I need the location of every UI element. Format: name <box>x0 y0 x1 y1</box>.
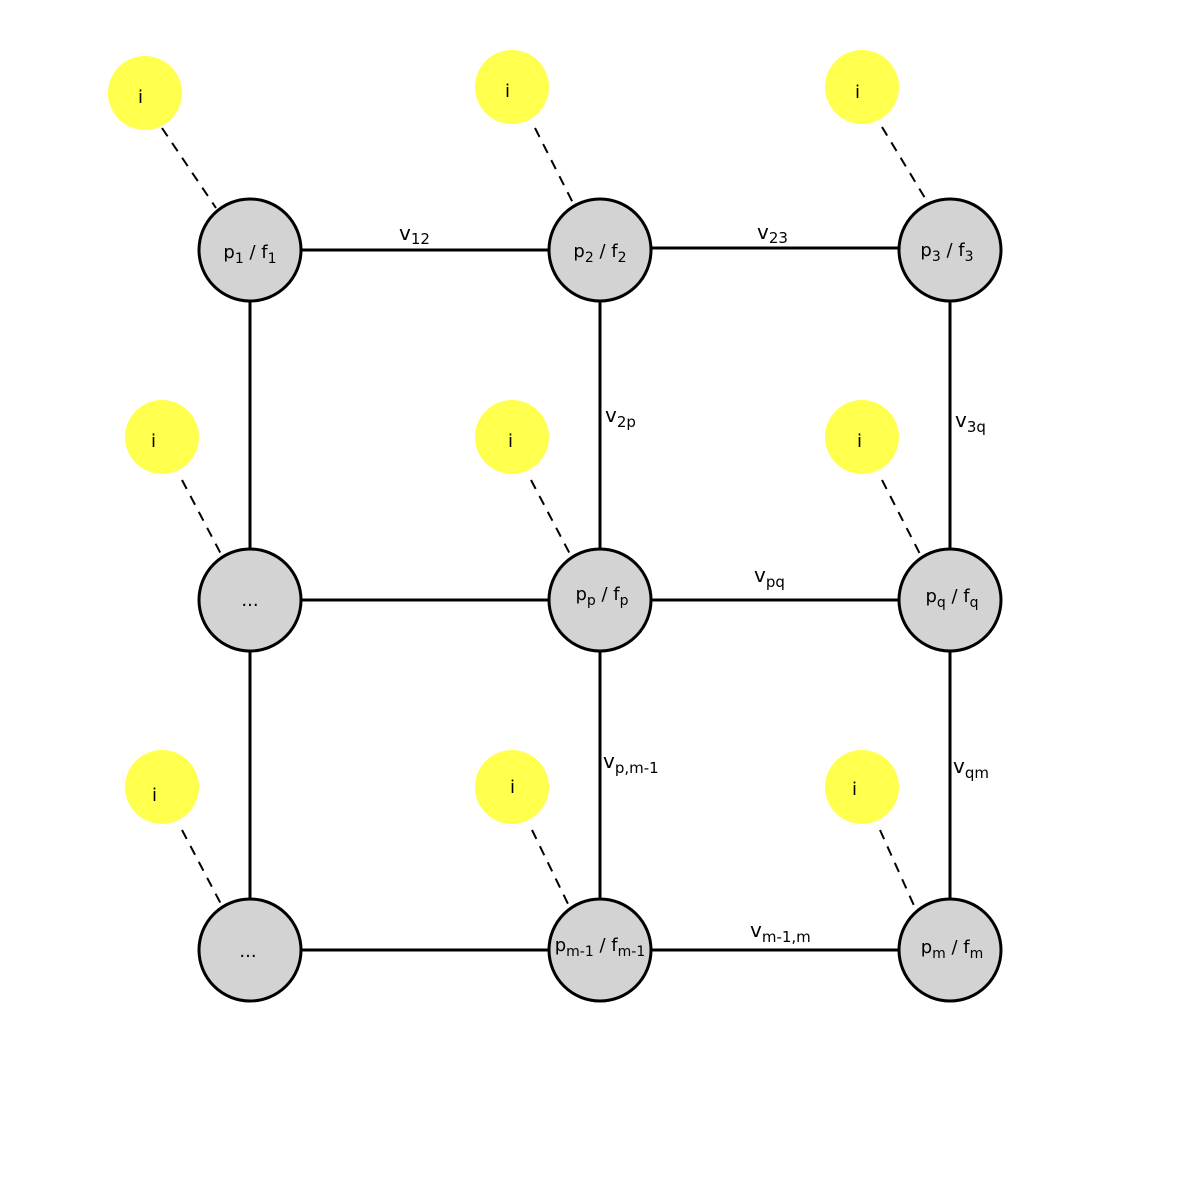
info-link <box>531 829 570 907</box>
info-link <box>530 479 572 557</box>
info-label: i <box>505 81 510 102</box>
info-link <box>181 479 223 557</box>
info-links <box>161 126 929 911</box>
edge-label-v3q: v3q <box>955 408 986 436</box>
node-label-p1: p1 / f1 <box>223 242 276 267</box>
info-label: i <box>138 87 143 108</box>
edge-label-vpq: vpq <box>754 563 785 591</box>
node-circle <box>197 197 303 303</box>
info-node: i <box>125 400 199 474</box>
node-labels: p1 / f1 p2 / f2 p3 / f3 ... pp / fp pq /… <box>223 240 983 962</box>
info-label: i <box>857 431 862 452</box>
info-node: i <box>125 750 199 824</box>
edge-labels: v12 v23 v2p v3q vpq vp,m-1 vqm vm-1,m <box>399 220 989 946</box>
info-label: i <box>508 431 513 452</box>
info-node: i <box>825 400 899 474</box>
info-link <box>881 479 922 557</box>
info-link <box>181 829 223 907</box>
info-node: i <box>825 750 899 824</box>
node-label-pm1: pm-1 / fm-1 <box>555 935 646 960</box>
info-link <box>161 127 217 209</box>
main-nodes <box>197 197 1003 1003</box>
node-label-pq: pq / fq <box>925 586 978 611</box>
info-node: i <box>825 50 899 124</box>
info-node: i <box>108 56 182 130</box>
node-circle <box>547 547 653 653</box>
node-circle <box>197 547 303 653</box>
node-label-ellipsis: ... <box>239 941 256 962</box>
node-circle <box>547 897 653 1003</box>
edge-label-v23: v23 <box>757 220 788 247</box>
info-label: i <box>151 431 156 452</box>
info-label: i <box>855 82 860 103</box>
node-label-pp: pp / fp <box>575 584 628 609</box>
info-node: i <box>475 750 549 824</box>
node-circle <box>897 897 1003 1003</box>
info-circles: i i i i i i i i i <box>108 50 899 824</box>
node-circle <box>897 547 1003 653</box>
info-link <box>534 127 574 204</box>
node-label-ellipsis: ... <box>241 590 258 611</box>
node-label-pm: pm / fm <box>921 937 984 962</box>
info-label: i <box>852 779 857 800</box>
node-circle <box>897 197 1003 303</box>
edge-label-v2p: v2p <box>605 403 636 431</box>
node-label-p3: p3 / f3 <box>920 240 973 265</box>
info-label: i <box>510 777 515 798</box>
edge-label-vm1m: vm-1,m <box>750 918 811 946</box>
edge-label-vqm: vqm <box>953 754 989 782</box>
edge-label-vpm1: vp,m-1 <box>603 749 659 777</box>
node-circle <box>547 197 653 303</box>
info-node: i <box>475 400 549 474</box>
info-node: i <box>475 50 549 124</box>
node-label-p2: p2 / f2 <box>573 241 626 266</box>
info-link <box>881 126 929 204</box>
info-label: i <box>152 785 157 806</box>
edge-label-v12: v12 <box>399 221 430 248</box>
node-circle <box>197 897 303 1003</box>
info-link <box>879 829 917 911</box>
